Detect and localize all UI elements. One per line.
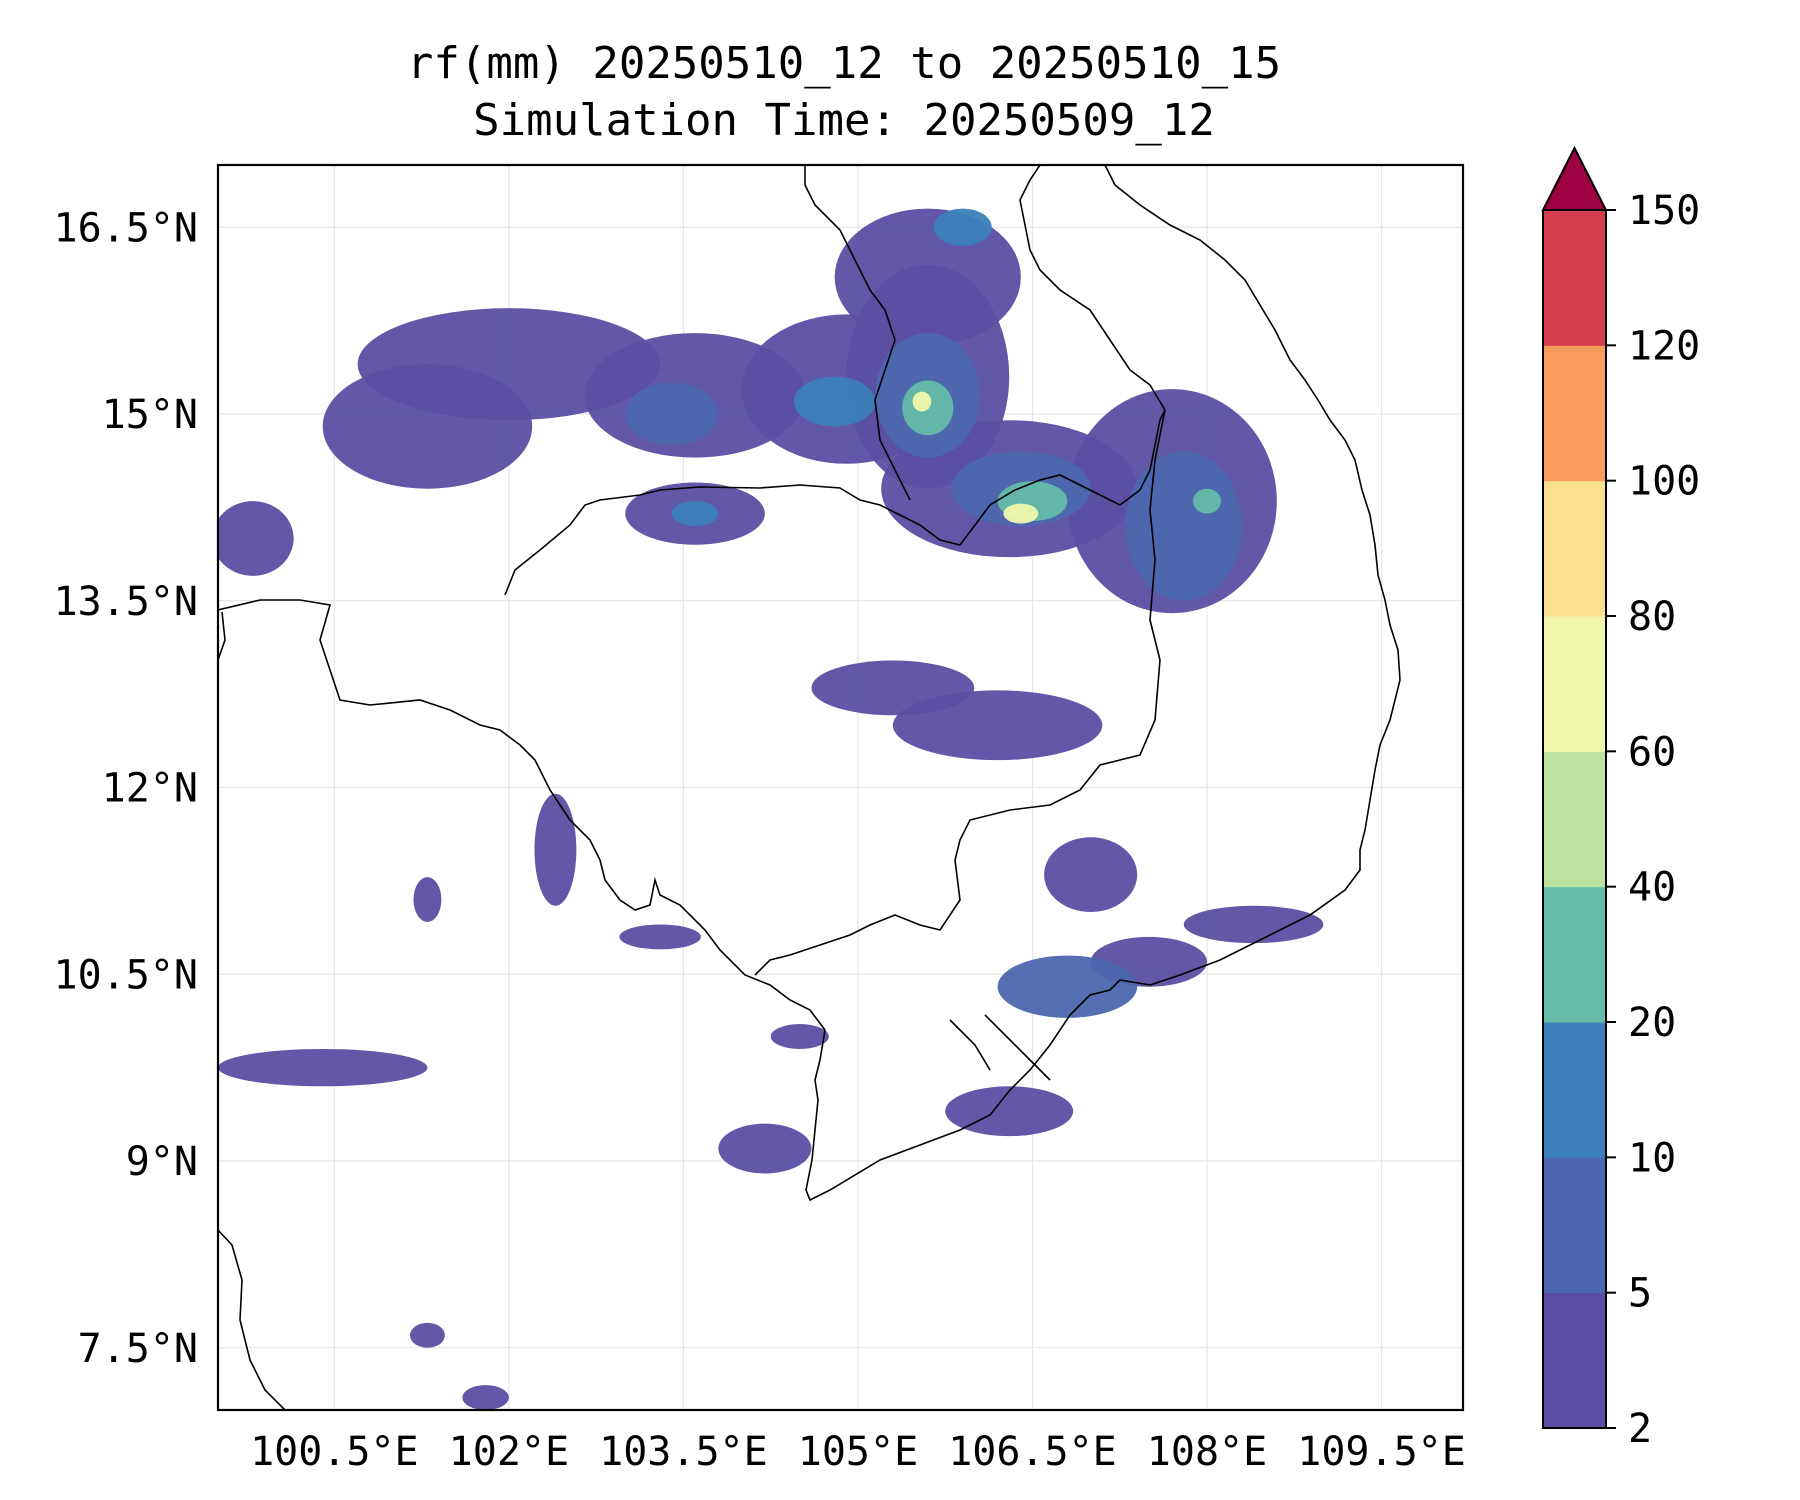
rain-cell bbox=[322, 364, 533, 489]
chart-title-line1: rf(mm) 20250510_12 to 20250510_15 bbox=[407, 38, 1281, 89]
y-tick-label: 16.5°N bbox=[54, 205, 199, 251]
rain-cell bbox=[770, 1024, 829, 1049]
rain-cell bbox=[945, 1086, 1074, 1137]
border-cambodia-laos-vietnam bbox=[959, 409, 1166, 546]
rain-cell bbox=[409, 1322, 445, 1348]
colorbar-tick-label: 100 bbox=[1628, 459, 1700, 505]
rain-cell bbox=[1183, 905, 1324, 944]
colorbar-segment bbox=[1543, 1157, 1606, 1294]
colorbar-tick-label: 5 bbox=[1628, 1271, 1652, 1317]
y-tick-label: 10.5°N bbox=[54, 952, 199, 998]
border-laos-vietnam bbox=[1019, 165, 1166, 411]
rain-cell bbox=[997, 955, 1138, 1018]
colorbar-tick-label: 60 bbox=[1628, 729, 1676, 775]
y-tick-label: 9°N bbox=[126, 1139, 198, 1185]
colorbar-segment bbox=[1543, 210, 1606, 346]
colorbar-frame bbox=[1542, 209, 1607, 1429]
rain-cell bbox=[534, 793, 577, 906]
y-tick-label: 7.5°N bbox=[78, 1326, 198, 1372]
colorbar-extend-arrow bbox=[1541, 145, 1608, 211]
border-cambodia-vietnam-south bbox=[754, 409, 1166, 976]
rain-cell bbox=[462, 1385, 509, 1410]
y-tick-label: 13.5°N bbox=[54, 579, 199, 625]
chart-title-line2: Simulation Time: 20250509_12 bbox=[473, 95, 1215, 146]
x-tick-label: 103.5°E bbox=[599, 1429, 768, 1475]
rain-cell bbox=[793, 376, 876, 427]
rain-cell bbox=[834, 208, 1021, 346]
colorbar-tick-label: 2 bbox=[1628, 1406, 1652, 1452]
colorbar: 2 5 10 20 40 60 80 100 120 150 bbox=[1541, 145, 1700, 1452]
map-panel: 100.5°E 102°E 103.5°E 105°E 106.5°E 108°E 109.… bbox=[54, 163, 1466, 1475]
colorbar-tick-label: 150 bbox=[1628, 188, 1700, 234]
rain-cell bbox=[1003, 503, 1039, 524]
x-tick-label: 105°E bbox=[798, 1429, 918, 1475]
x-tick-label: 102°E bbox=[449, 1429, 569, 1475]
rain-cell bbox=[718, 1123, 812, 1174]
rain-cell bbox=[619, 924, 701, 950]
x-tick-label: 106.5°E bbox=[948, 1429, 1117, 1475]
colorbar-segment bbox=[1543, 480, 1606, 617]
rain-cell bbox=[1044, 837, 1138, 913]
coastline-thailand-west bbox=[218, 611, 226, 661]
rain-cell bbox=[218, 1048, 428, 1087]
colorbar-segment bbox=[1543, 886, 1606, 1023]
colorbar-segment bbox=[1543, 1022, 1606, 1158]
x-tick-label: 109.5°E bbox=[1297, 1429, 1466, 1475]
x-axis-ticks: 100.5°E 102°E 103.5°E 105°E 106.5°E 108°E 109.… bbox=[250, 1429, 1466, 1475]
colorbar-segment bbox=[1543, 751, 1606, 888]
y-tick-label: 12°N bbox=[102, 766, 198, 812]
colorbar-tick-label: 20 bbox=[1628, 1000, 1676, 1046]
colorbar-segment bbox=[1543, 616, 1606, 752]
rain-cell bbox=[625, 382, 719, 446]
coastline-mekong-delta bbox=[949, 1014, 1051, 1081]
coastline-outline bbox=[218, 165, 1401, 1410]
x-tick-label: 108°E bbox=[1147, 1429, 1267, 1475]
coastline-malay-peninsula bbox=[218, 1229, 286, 1410]
border-thailand-laos bbox=[804, 165, 911, 501]
y-tick-label: 15°N bbox=[102, 392, 198, 438]
colorbar-tick-label: 120 bbox=[1628, 323, 1700, 369]
colorbar-segment bbox=[1543, 1292, 1606, 1429]
colorbar-tick-label: 10 bbox=[1628, 1135, 1676, 1181]
rain-cell bbox=[671, 501, 719, 527]
x-tick-label: 100.5°E bbox=[250, 1429, 419, 1475]
map-frame bbox=[216, 163, 1465, 1412]
border-thailand-cambodia bbox=[504, 484, 961, 596]
rain-cell bbox=[218, 501, 294, 576]
coastline-gulf-of-thailand bbox=[218, 599, 1121, 1202]
rain-cell bbox=[1125, 451, 1242, 601]
y-axis-ticks: 7.5°N 9°N 10.5°N 12°N 13.5°N 15°N 16.5°N bbox=[54, 205, 199, 1372]
rain-cell bbox=[1193, 488, 1221, 514]
colorbar-segment bbox=[1543, 345, 1606, 482]
rain-cell bbox=[413, 877, 442, 922]
rain-cell bbox=[892, 690, 1103, 761]
colorbar-tick-label: 80 bbox=[1628, 594, 1676, 640]
colorbar-tick-label: 40 bbox=[1628, 865, 1676, 911]
coastline-vietnam-east bbox=[1104, 165, 1401, 986]
rainfall-field bbox=[218, 208, 1324, 1410]
rain-cell bbox=[912, 391, 932, 412]
rain-cell bbox=[933, 208, 992, 246]
